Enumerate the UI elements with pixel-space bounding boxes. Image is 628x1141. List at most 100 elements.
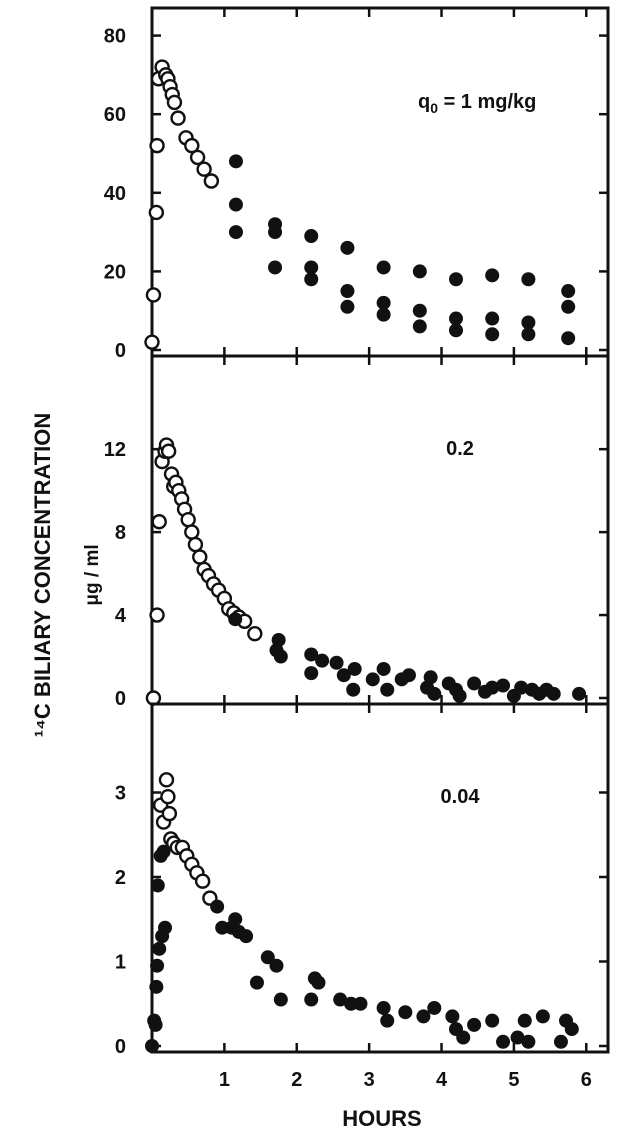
filled-point [449, 323, 463, 338]
filled-point [561, 331, 576, 346]
filled-point [148, 1017, 163, 1032]
filled-point [228, 612, 243, 627]
filled-point [315, 653, 330, 668]
filled-point [496, 678, 511, 693]
filled-point [268, 260, 283, 275]
open-point [144, 334, 160, 350]
filled-point [304, 992, 319, 1007]
y-tick-label: 12 [104, 439, 126, 461]
filled-point [304, 229, 319, 244]
panel-label: 0.04 [441, 786, 481, 808]
filled-point [535, 1009, 550, 1024]
filled-point [210, 899, 225, 914]
filled-point [347, 661, 362, 676]
open-point [160, 443, 177, 459]
filled-point [521, 272, 536, 287]
filled-point [412, 264, 427, 279]
open-point [184, 137, 200, 154]
panel-1: 0 20 40 60 80 q0 = 1 mg/kg [104, 6, 610, 362]
filled-point [269, 958, 284, 973]
filled-point [467, 676, 482, 691]
x-axis-title: HOURS [342, 1106, 421, 1131]
filled-point [521, 327, 536, 342]
open-point [170, 110, 186, 126]
filled-point [145, 1039, 159, 1053]
y-tick-label: 8 [115, 522, 126, 544]
filled-point [510, 1030, 525, 1045]
filled-point [445, 1009, 460, 1024]
y-tick-label: 3 [115, 783, 126, 805]
filled-point [268, 225, 283, 240]
filled-point [376, 260, 391, 275]
panel-frame [150, 354, 610, 706]
open-point [149, 607, 165, 623]
x-tick-label: 5 [508, 1069, 519, 1091]
open-point [158, 772, 175, 788]
filled-point [228, 912, 243, 927]
x-tick-label: 2 [291, 1069, 302, 1091]
y-tick-label: 1 [115, 952, 126, 974]
filled-point [311, 975, 326, 990]
filled-point [553, 1034, 568, 1049]
filled-point [228, 154, 243, 169]
y-tick-label: 0 [115, 688, 126, 710]
filled-point [228, 197, 243, 212]
filled-point [150, 878, 165, 893]
filled-point [485, 268, 500, 283]
filled-point [304, 666, 319, 681]
filled-point [521, 315, 536, 330]
y-axis-title: ¹⁴C BILIARY CONCENTRATION [30, 413, 55, 738]
open-point [161, 805, 178, 822]
x-tick-label: 3 [364, 1069, 375, 1091]
filled-point [150, 958, 165, 973]
filled-point [485, 680, 500, 695]
filled-point [427, 1000, 442, 1015]
filled-point [427, 686, 442, 701]
filled-point [496, 1034, 511, 1049]
filled-point [376, 661, 391, 676]
y-tick-label: 20 [104, 261, 126, 283]
filled-point [376, 1000, 391, 1015]
filled-point [449, 311, 463, 326]
filled-point [260, 950, 275, 965]
filled-point [239, 929, 254, 944]
filled-point [517, 1013, 532, 1028]
y-axis-unit: μg / ml [82, 544, 103, 605]
filled-point [304, 647, 319, 662]
filled-point [546, 686, 561, 701]
filled-point [401, 668, 416, 683]
filled-point [449, 272, 463, 287]
filled-point [380, 1013, 395, 1028]
filled-point [376, 295, 391, 310]
y-tick-label: 4 [115, 605, 127, 627]
x-tick-label: 4 [436, 1069, 448, 1091]
filled-point [340, 299, 355, 314]
panel-label: q0 = 1 mg/kg [418, 91, 536, 116]
open-point [184, 524, 200, 540]
filled-point [416, 1009, 431, 1024]
filled-point [353, 996, 368, 1011]
filled-point [340, 284, 355, 299]
open-point [194, 873, 211, 889]
filled-point [340, 240, 355, 255]
y-tick-label: 0 [115, 340, 126, 362]
filled-point [452, 688, 467, 703]
filled-point [423, 670, 438, 685]
filled-point [572, 686, 587, 701]
filled-point [456, 1030, 471, 1045]
open-point [180, 511, 196, 528]
open-point [151, 514, 167, 530]
filled-point [564, 1022, 579, 1037]
filled-point [380, 682, 395, 697]
open-point [189, 149, 206, 166]
panel-frame [150, 702, 610, 1054]
filled-point [561, 299, 576, 314]
filled-point [158, 920, 173, 935]
x-tick-label: 6 [581, 1069, 592, 1091]
open-point [203, 173, 220, 189]
filled-point [412, 319, 427, 334]
open-point [160, 789, 176, 805]
open-point [196, 161, 212, 177]
